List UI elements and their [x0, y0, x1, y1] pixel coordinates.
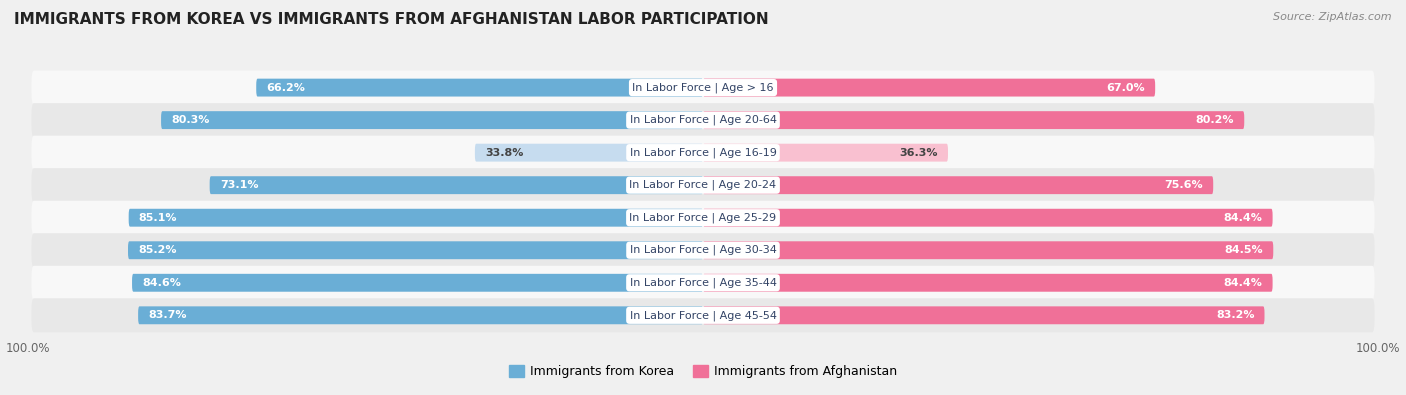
- Text: In Labor Force | Age > 16: In Labor Force | Age > 16: [633, 82, 773, 93]
- Text: In Labor Force | Age 25-29: In Labor Force | Age 25-29: [630, 213, 776, 223]
- FancyBboxPatch shape: [31, 103, 1375, 137]
- FancyBboxPatch shape: [703, 241, 1274, 259]
- Text: 36.3%: 36.3%: [900, 148, 938, 158]
- FancyBboxPatch shape: [31, 168, 1375, 202]
- FancyBboxPatch shape: [703, 144, 948, 162]
- Text: 84.4%: 84.4%: [1223, 278, 1263, 288]
- Text: IMMIGRANTS FROM KOREA VS IMMIGRANTS FROM AFGHANISTAN LABOR PARTICIPATION: IMMIGRANTS FROM KOREA VS IMMIGRANTS FROM…: [14, 12, 769, 27]
- FancyBboxPatch shape: [162, 111, 703, 129]
- Text: In Labor Force | Age 45-54: In Labor Force | Age 45-54: [630, 310, 776, 321]
- FancyBboxPatch shape: [128, 241, 703, 259]
- FancyBboxPatch shape: [703, 274, 1272, 292]
- Text: In Labor Force | Age 30-34: In Labor Force | Age 30-34: [630, 245, 776, 256]
- FancyBboxPatch shape: [31, 135, 1375, 169]
- Text: 83.7%: 83.7%: [148, 310, 187, 320]
- Text: 84.5%: 84.5%: [1225, 245, 1263, 255]
- Text: 33.8%: 33.8%: [485, 148, 523, 158]
- FancyBboxPatch shape: [132, 274, 703, 292]
- Legend: Immigrants from Korea, Immigrants from Afghanistan: Immigrants from Korea, Immigrants from A…: [503, 360, 903, 383]
- Text: Source: ZipAtlas.com: Source: ZipAtlas.com: [1274, 12, 1392, 22]
- FancyBboxPatch shape: [703, 176, 1213, 194]
- FancyBboxPatch shape: [703, 209, 1272, 227]
- Text: 84.4%: 84.4%: [1223, 213, 1263, 223]
- Text: In Labor Force | Age 20-24: In Labor Force | Age 20-24: [630, 180, 776, 190]
- FancyBboxPatch shape: [138, 307, 703, 324]
- Text: In Labor Force | Age 35-44: In Labor Force | Age 35-44: [630, 278, 776, 288]
- FancyBboxPatch shape: [703, 79, 1156, 96]
- FancyBboxPatch shape: [31, 71, 1375, 105]
- FancyBboxPatch shape: [31, 201, 1375, 235]
- FancyBboxPatch shape: [31, 266, 1375, 300]
- FancyBboxPatch shape: [209, 176, 703, 194]
- Text: In Labor Force | Age 16-19: In Labor Force | Age 16-19: [630, 147, 776, 158]
- Text: 67.0%: 67.0%: [1107, 83, 1144, 92]
- Text: 84.6%: 84.6%: [142, 278, 181, 288]
- Text: 66.2%: 66.2%: [266, 83, 305, 92]
- FancyBboxPatch shape: [256, 79, 703, 96]
- FancyBboxPatch shape: [703, 111, 1244, 129]
- Text: 83.2%: 83.2%: [1216, 310, 1254, 320]
- FancyBboxPatch shape: [475, 144, 703, 162]
- FancyBboxPatch shape: [129, 209, 703, 227]
- Text: 85.2%: 85.2%: [138, 245, 177, 255]
- Text: 80.3%: 80.3%: [172, 115, 209, 125]
- FancyBboxPatch shape: [31, 298, 1375, 332]
- Text: 73.1%: 73.1%: [219, 180, 259, 190]
- Text: 85.1%: 85.1%: [139, 213, 177, 223]
- Text: 75.6%: 75.6%: [1164, 180, 1204, 190]
- Text: 80.2%: 80.2%: [1195, 115, 1234, 125]
- FancyBboxPatch shape: [31, 233, 1375, 267]
- Text: In Labor Force | Age 20-64: In Labor Force | Age 20-64: [630, 115, 776, 125]
- FancyBboxPatch shape: [703, 307, 1264, 324]
